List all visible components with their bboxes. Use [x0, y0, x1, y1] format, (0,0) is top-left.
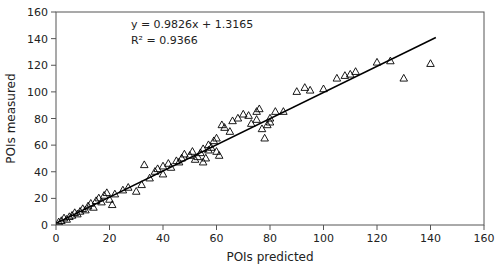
y-tick	[51, 12, 56, 13]
scatter-point	[215, 152, 223, 159]
regression-line	[56, 37, 436, 223]
x-tick	[430, 225, 431, 230]
y-tick	[51, 118, 56, 119]
x-tick-label: 0	[53, 232, 60, 245]
x-tick	[56, 225, 57, 230]
plot-background	[56, 12, 484, 225]
x-tick-label: 40	[156, 232, 170, 245]
scatter-point	[108, 201, 116, 208]
plot-frame	[56, 12, 484, 225]
annotation: y = 0.9826x + 1.3165	[131, 18, 253, 31]
y-tick	[51, 65, 56, 66]
scatter-point	[159, 162, 167, 169]
scatter-point	[346, 70, 354, 77]
x-tick-label: 160	[474, 232, 495, 245]
scatter-point	[256, 105, 264, 112]
x-tick	[216, 225, 217, 230]
y-tick-label: 0	[41, 219, 48, 232]
y-axis-label: POIs measured	[4, 73, 18, 163]
x-tick	[163, 225, 164, 230]
scatter-point	[100, 192, 108, 199]
scatter-point	[306, 86, 314, 93]
y-tick-label: 20	[34, 192, 48, 205]
y-tick	[51, 38, 56, 39]
scatter-point	[210, 137, 218, 144]
scatter-point	[253, 116, 261, 123]
y-tick-label: 40	[34, 166, 48, 179]
scatter-point	[373, 58, 381, 65]
y-tick-label: 140	[27, 33, 48, 46]
y-tick-label: 160	[27, 6, 48, 19]
plot-marks	[56, 37, 436, 224]
scatter-point	[245, 112, 253, 119]
scatter-point	[333, 74, 341, 81]
x-tick-label: 100	[313, 232, 334, 245]
scatter-point	[427, 60, 435, 67]
x-tick	[484, 225, 485, 230]
x-tick	[109, 225, 110, 230]
axes: 0 20 40 60 80 100 120 140 160 0 20 40 60 80 100 120 140 1…	[27, 6, 495, 245]
scatter-point	[229, 117, 237, 124]
x-tick-label: 140	[420, 232, 441, 245]
scatter-point	[140, 161, 148, 168]
x-tick	[270, 225, 271, 230]
scatter-point	[154, 165, 162, 172]
scatter-point	[132, 188, 140, 195]
scatter-point	[301, 84, 309, 91]
y-tick	[51, 145, 56, 146]
scatter-point	[213, 134, 221, 141]
y-tick	[51, 91, 56, 92]
y-tick-label: 80	[34, 113, 48, 126]
scatter-point	[272, 108, 280, 115]
scatter-point	[293, 88, 301, 95]
y-tick	[51, 225, 56, 226]
scatter-point	[103, 189, 111, 196]
y-tick-label: 60	[34, 139, 48, 152]
x-tick	[323, 225, 324, 230]
y-tick-label: 120	[27, 59, 48, 72]
scatter-point	[221, 124, 229, 131]
x-axis-label: POIs predicted	[226, 250, 313, 264]
y-tick-label: 100	[27, 86, 48, 99]
x-tick	[377, 225, 378, 230]
scatter-point	[400, 74, 408, 81]
chart-container: 0 20 40 60 80 100 120 140 160 0 20 40 60 80 100 120 140 1…	[0, 0, 500, 269]
scatter-point	[352, 68, 360, 75]
x-tick-label: 60	[210, 232, 224, 245]
y-tick	[51, 198, 56, 199]
annotations: y = 0.9826x + 1.3165 R² = 0.9366	[131, 18, 253, 47]
x-tick-label: 20	[103, 232, 117, 245]
scatter-point	[226, 128, 234, 135]
scatter-point	[253, 108, 261, 115]
x-tick-label: 120	[367, 232, 388, 245]
chart-svg: 0 20 40 60 80 100 120 140 160 0 20 40 60 80 100 120 140 1…	[0, 0, 500, 269]
y-tick	[51, 171, 56, 172]
x-tick-label: 80	[263, 232, 277, 245]
scatter-point	[261, 134, 269, 141]
scatter-point	[202, 154, 210, 161]
scatter-point	[189, 148, 197, 155]
annotation: R² = 0.9366	[131, 34, 198, 47]
